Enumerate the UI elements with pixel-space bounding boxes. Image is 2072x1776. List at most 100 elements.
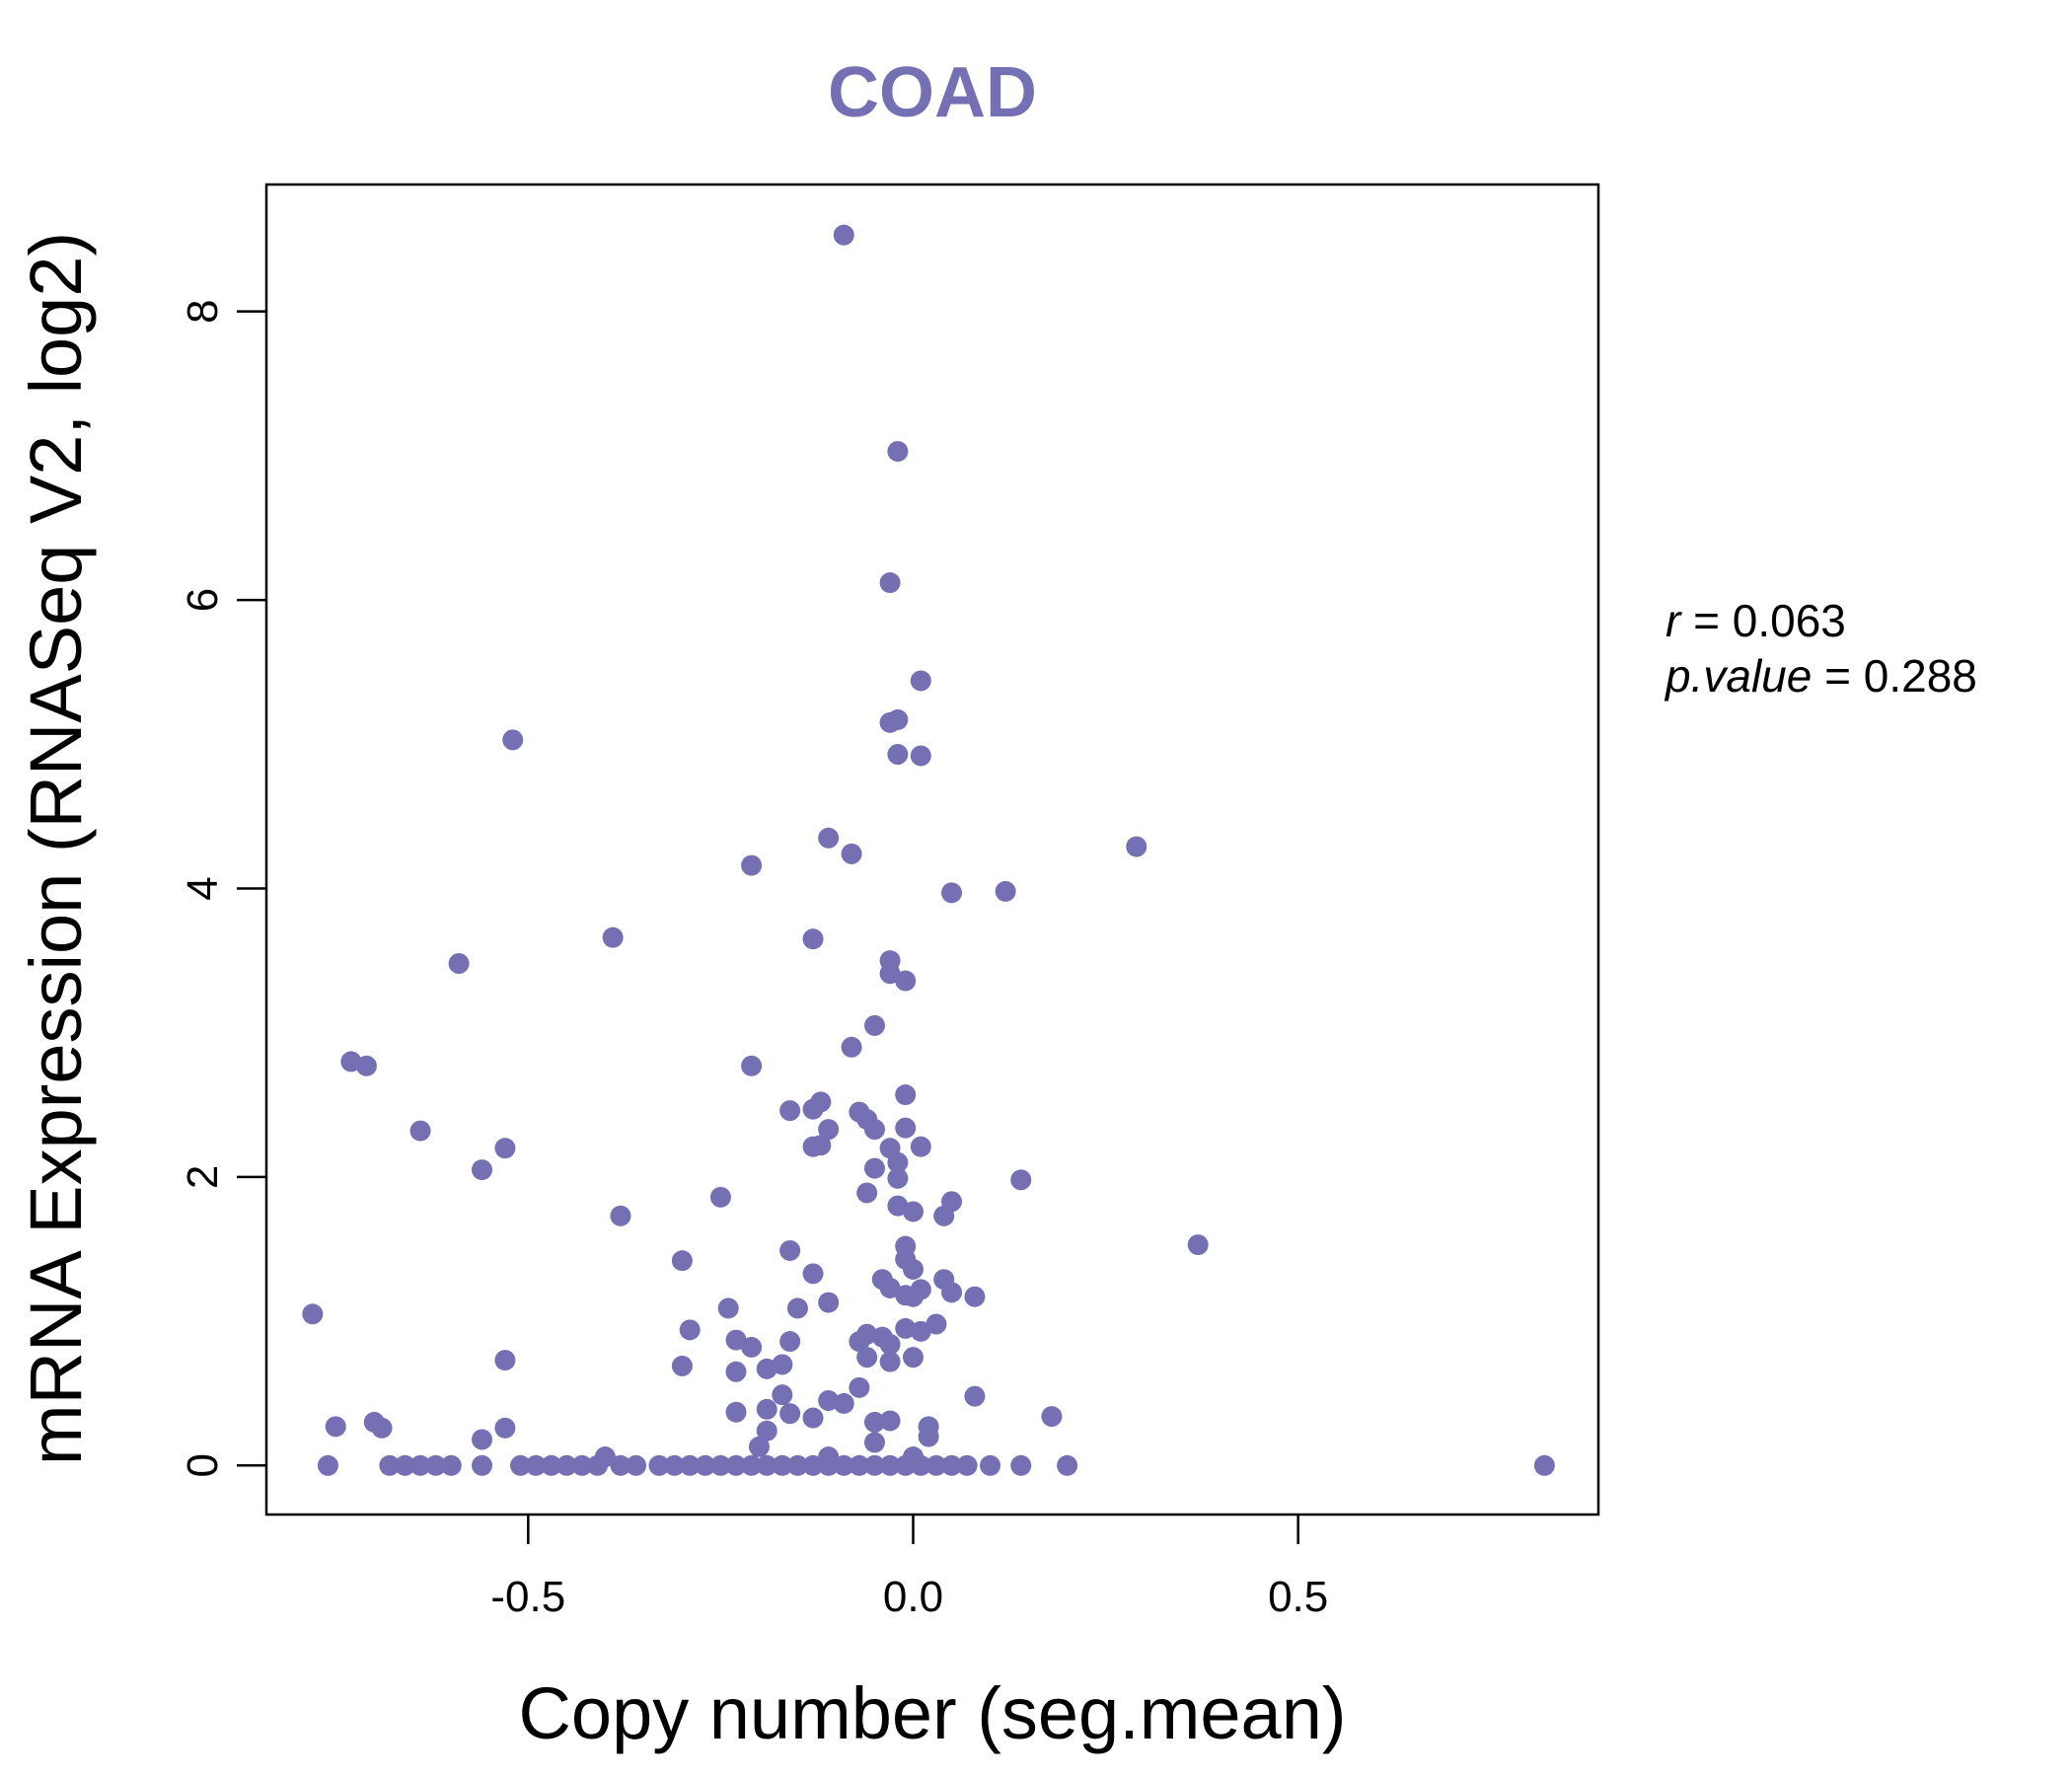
data-point — [494, 1350, 516, 1371]
data-point — [964, 1385, 986, 1407]
data-point — [709, 1186, 731, 1208]
correlation-annotation: r = 0.063 p.value = 0.288 — [1664, 595, 1977, 702]
data-point — [879, 1410, 901, 1432]
data-point — [725, 1454, 747, 1476]
data-point — [818, 1119, 840, 1141]
data-point — [494, 1417, 516, 1439]
data-point — [910, 745, 931, 767]
r-annotation: r = 0.063 — [1665, 595, 1846, 646]
data-point — [440, 1454, 462, 1476]
data-point — [494, 1138, 516, 1159]
data-point — [933, 1205, 955, 1226]
data-point — [425, 1454, 447, 1476]
data-point — [379, 1454, 401, 1476]
p-value-annotation: p.value = 0.288 — [1664, 650, 1977, 702]
data-point — [555, 1454, 577, 1476]
data-point — [941, 1454, 963, 1476]
data-point — [856, 1182, 878, 1204]
data-point — [471, 1429, 492, 1450]
data-point — [887, 440, 909, 462]
data-point — [786, 1454, 808, 1476]
data-point — [818, 827, 840, 849]
data-point — [756, 1398, 777, 1420]
data-point — [802, 1263, 824, 1285]
data-point — [879, 1277, 901, 1298]
y-tick-label: 4 — [179, 876, 227, 900]
data-point — [541, 1454, 562, 1476]
data-point — [409, 1454, 431, 1476]
data-point — [956, 1454, 978, 1476]
data-point — [863, 1119, 885, 1141]
data-point — [910, 670, 931, 692]
data-point — [409, 1120, 431, 1142]
data-point — [610, 1205, 631, 1226]
x-axis-label: Copy number (seg.mean) — [518, 1672, 1346, 1754]
data-point — [910, 1320, 931, 1342]
data-point — [725, 1401, 747, 1423]
data-point — [841, 1036, 862, 1058]
x-axis: -0.5 0.0 0.5 — [490, 1515, 1328, 1621]
data-point — [471, 1159, 492, 1181]
data-point — [1010, 1169, 1032, 1191]
data-points — [302, 224, 1555, 1476]
data-point — [679, 1454, 701, 1476]
data-point — [510, 1454, 532, 1476]
data-point — [695, 1454, 716, 1476]
data-point — [918, 1426, 939, 1447]
plot-frame — [264, 183, 1600, 1517]
y-tick-label: 6 — [179, 588, 227, 612]
data-point — [879, 1454, 901, 1476]
data-point — [471, 1454, 492, 1476]
data-point — [355, 1055, 377, 1076]
data-point — [856, 1347, 878, 1369]
data-point — [863, 1014, 885, 1036]
data-point — [818, 1454, 840, 1476]
data-point — [980, 1454, 1001, 1476]
data-point — [1057, 1454, 1078, 1476]
y-axis-label: mRNA Expression (RNASeq V2, log2) — [15, 232, 97, 1465]
data-point — [887, 1167, 909, 1189]
data-point — [895, 1454, 917, 1476]
data-point — [802, 1454, 824, 1476]
data-point — [525, 1454, 547, 1476]
data-point — [849, 1331, 870, 1353]
data-point — [941, 1282, 963, 1303]
x-tick-label: 0.5 — [1268, 1573, 1328, 1621]
data-point — [879, 1333, 901, 1355]
data-point — [802, 928, 824, 950]
data-point — [779, 1331, 801, 1353]
chart-title: COAD — [828, 53, 1037, 132]
data-point — [925, 1454, 947, 1476]
data-point — [802, 1407, 824, 1429]
x-tick-label: -0.5 — [490, 1573, 565, 1621]
data-point — [910, 1136, 931, 1157]
data-point — [709, 1454, 731, 1476]
y-tick-label: 8 — [179, 299, 227, 323]
data-point — [1126, 836, 1147, 857]
data-point — [995, 880, 1016, 902]
y-tick-label: 0 — [179, 1453, 227, 1477]
data-point — [833, 1454, 854, 1476]
data-point — [317, 1454, 338, 1476]
r-label: r — [1665, 595, 1682, 646]
data-point — [802, 1098, 824, 1120]
data-point — [1041, 1406, 1063, 1428]
data-point — [748, 1436, 770, 1457]
data-point — [779, 1239, 801, 1261]
data-point — [863, 1411, 885, 1433]
data-point — [756, 1358, 777, 1379]
data-point — [741, 1454, 763, 1476]
data-point — [571, 1454, 593, 1476]
data-point — [717, 1297, 739, 1319]
y-tick-label: 2 — [179, 1165, 227, 1189]
data-point — [626, 1454, 647, 1476]
data-point — [902, 1286, 924, 1307]
data-point — [879, 1351, 901, 1372]
data-point — [756, 1454, 777, 1476]
data-point — [895, 970, 917, 992]
data-point — [671, 1355, 693, 1376]
data-point — [741, 1336, 763, 1358]
data-point — [818, 1389, 840, 1411]
data-point — [833, 224, 854, 246]
data-point — [772, 1384, 793, 1406]
